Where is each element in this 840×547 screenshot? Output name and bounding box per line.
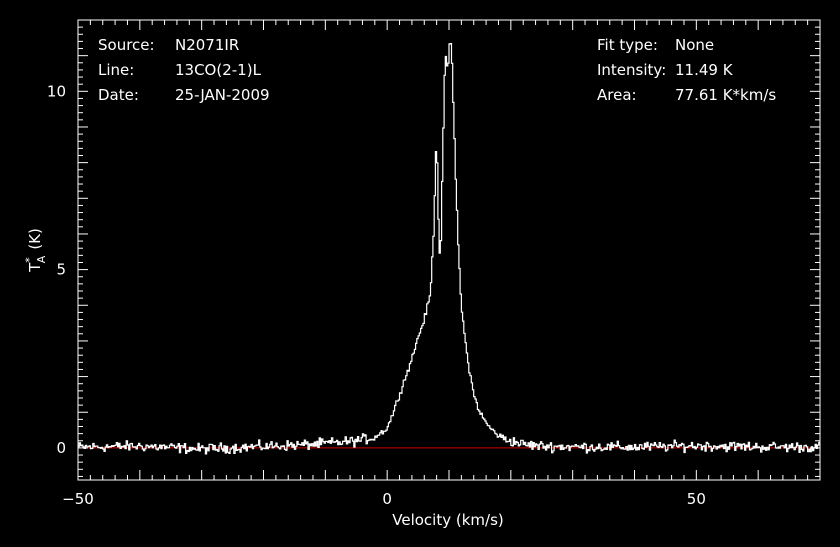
date-value: 25-JAN-2009: [175, 86, 270, 104]
source-value: N2071IR: [175, 36, 239, 54]
header-right: Fit type: None Intensity: 11.49 K Area: …: [597, 36, 776, 104]
source-label: Source:: [98, 36, 155, 54]
x-axis-label: Velocity (km/s): [392, 511, 503, 529]
fit-type-label: Fit type:: [597, 36, 658, 54]
y-axis-label-sub: A: [35, 255, 48, 263]
header-left: Source: N2071IR Line: 13CO(2-1)L Date: 2…: [98, 36, 270, 104]
x-tick-label: −50: [62, 490, 94, 508]
y-tick-label: 10: [47, 82, 66, 100]
area-value: 77.61 K*km/s: [675, 86, 776, 104]
intensity-value: 11.49 K: [675, 61, 734, 79]
fit-type-value: None: [675, 36, 714, 54]
spectrum-line: [78, 43, 820, 455]
y-axis-label-super: *: [23, 257, 36, 263]
intensity-label: Intensity:: [597, 61, 666, 79]
y-axis-label-main: T: [26, 262, 44, 273]
x-tick-label: 0: [382, 490, 392, 508]
plot-area: [78, 43, 820, 455]
axes: −50 0 50 0 5 10: [47, 19, 821, 508]
line-label: Line:: [98, 61, 134, 79]
y-axis-label-unit: (K): [26, 228, 44, 250]
x-tick-label: 50: [687, 490, 706, 508]
y-tick-label: 0: [56, 439, 66, 457]
y-tick-label: 5: [56, 261, 66, 279]
line-value: 13CO(2-1)L: [175, 61, 262, 79]
y-axis-label: T*A (K): [23, 228, 48, 273]
date-label: Date:: [98, 86, 139, 104]
y-axis-label-text: T*A (K): [23, 228, 48, 273]
area-label: Area:: [597, 86, 637, 104]
